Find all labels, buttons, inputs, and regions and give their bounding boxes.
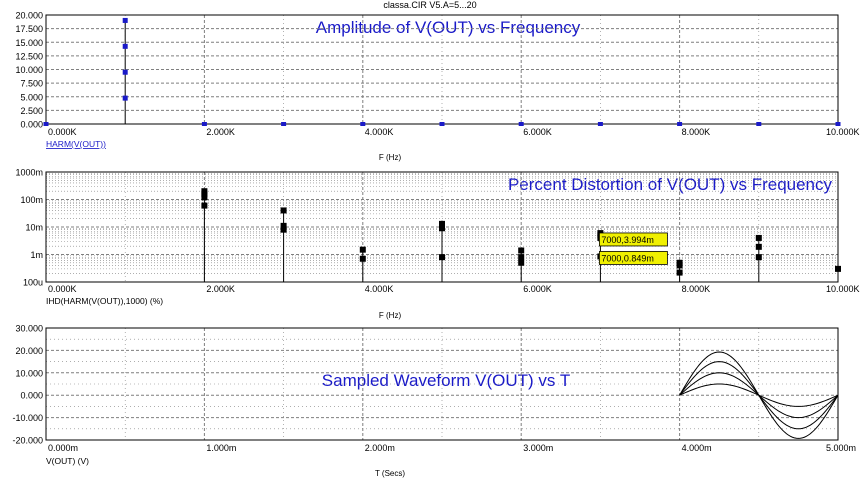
amp-point [122,95,128,101]
dist-point [518,259,525,266]
distortion-trace-label[interactable]: IHD(HARM(V(OUT)),1000) (%) [46,296,163,306]
dist-point [359,246,366,253]
dist-point [201,202,208,209]
amp-x-tick-label: 0.000K [48,127,77,137]
amp-baseline-point [677,122,683,126]
dist-point [755,243,762,250]
distortion-x-axis-label: F (Hz) [379,311,402,320]
wave-x-tick-label: 5.000m [826,443,856,453]
dist-point [755,234,762,241]
wave-x-tick-label: 3.000m [523,443,553,453]
waveform-trace-label[interactable]: V(OUT) (V) [46,456,89,466]
amp-point [122,69,128,75]
wave-y-tick-label: -20.000 [12,436,43,446]
amp-baseline-point [439,122,445,126]
dist-x-tick-label: 8.000K [682,284,711,294]
dist-tag-box [599,251,668,265]
waveform-plot-title: Sampled Waveform V(OUT) vs T [322,371,570,390]
wave-y-tick-label: 0.000 [20,391,43,401]
amp-y-tick-label: 5.000 [20,92,43,102]
window-title: classa.CIR V5.A=5...20 [383,0,477,10]
amp-point [122,43,128,49]
amp-baseline-point [360,122,366,126]
wave-x-tick-label: 0.000m [48,443,78,453]
dist-point [439,225,445,232]
amp-baseline-point [281,122,287,126]
amp-baseline-point [201,122,207,126]
wave-y-tick-label: -10.000 [12,413,43,423]
amp-y-tick-label: 20.000 [15,11,43,21]
dist-y-tick-label: 100m [20,195,43,205]
wave-x-tick-label: 4.000m [682,443,712,453]
amp-baseline-point [835,122,841,126]
dist-point [676,269,683,276]
dist-point [518,254,525,261]
amp-x-tick-label: 4.000K [365,127,394,137]
dist-point [201,194,208,201]
amp-y-tick-label: 10.000 [15,65,43,75]
amp-baseline-point [43,122,49,126]
waveform-plot[interactable]: Sampled Waveform V(OUT) vs T V(OUT) (V) … [12,324,856,479]
dist-x-tick-label: 10.000K [826,284,860,294]
dist-x-tick-label: 6.000K [523,284,552,294]
dist-point [676,259,683,266]
amp-y-tick-label: 15.000 [15,38,43,48]
dist-point [439,254,445,261]
amp-y-tick-label: 7.500 [20,79,43,89]
amp-y-tick-label: 17.500 [15,24,43,34]
dist-x-tick-label: 4.000K [365,284,394,294]
dist-y-tick-label: 10m [25,223,43,233]
amplitude-plot-title: Amplitude of V(OUT) vs Frequency [316,18,581,37]
wave-y-tick-label: 20.000 [15,346,43,356]
dist-point [439,220,445,227]
wave-frame [45,327,839,441]
distortion-plot-title: Percent Distortion of V(OUT) vs Frequenc… [508,175,833,194]
amp-y-tick-label: 0.000 [20,120,43,130]
amp-baseline-point [518,122,524,126]
distortion-plot[interactable]: Percent Distortion of V(OUT) vs Frequenc… [15,168,859,321]
dist-point [755,254,762,261]
dist-point [359,255,366,262]
amplitude-plot[interactable]: Amplitude of V(OUT) vs Frequency HARM(V(… [15,11,859,163]
wave-x-tick-label: 2.000m [365,443,395,453]
dist-tag-box [599,232,668,247]
dist-point [201,188,208,195]
amp-x-tick-label: 6.000K [523,127,552,137]
wave-y-tick-label: 10.000 [15,368,43,378]
amp-x-tick-label: 2.000K [206,127,235,137]
wave-x-tick-label: 1.000m [206,443,236,453]
amplitude-trace-label[interactable]: HARM(V(OUT)) [46,139,106,149]
amplitude-x-axis-label: F (Hz) [379,153,402,162]
dist-point [280,207,287,214]
dist-point [518,247,525,254]
wave-y-tick-label: 30.000 [15,324,43,334]
dist-x-tick-label: 2.000K [206,284,235,294]
dist-point [280,222,287,229]
dist-y-tick-label: 1m [30,250,43,260]
amp-point [122,17,128,23]
amp-baseline-point [597,122,603,126]
dist-y-tick-label: 1000m [15,168,43,178]
dist-point [280,226,287,233]
dist-y-tick-label: 100u [23,278,43,288]
amp-y-tick-label: 2.500 [20,106,43,116]
amp-x-tick-label: 10.000K [826,127,860,137]
amp-y-tick-label: 12.500 [15,51,43,61]
dist-tag-text: 7000,0.849m [601,253,654,263]
waveform-x-axis-label: T (Secs) [375,469,405,478]
amp-x-tick-label: 8.000K [682,127,711,137]
dist-tag-text: 7000,3.994m [601,235,654,245]
dist-point [835,265,841,272]
amp-baseline-point [756,122,762,126]
wave-series-line [679,351,839,439]
dist-x-tick-label: 0.000K [48,284,77,294]
